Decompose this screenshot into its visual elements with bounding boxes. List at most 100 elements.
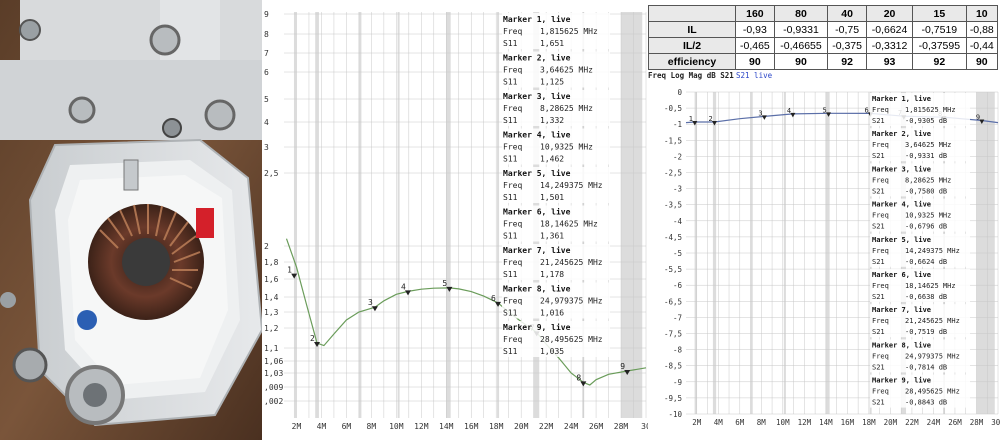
marker-readout-title: Marker 2, live: [503, 53, 571, 63]
marker-readout-value: -0,7580 dB: [905, 187, 947, 195]
marker-readout-title: Marker 9, live: [872, 377, 931, 385]
marker-readout-bg: [870, 269, 970, 302]
x-tick-label: 16M: [841, 418, 855, 427]
marker-readout-freq-label: Freq: [872, 282, 889, 290]
y-tick-label: -8,5: [664, 362, 682, 371]
marker-label: 3: [368, 298, 373, 307]
table-cell: 90: [735, 53, 775, 70]
table-cell: 90: [965, 53, 999, 70]
marker-readout-freq: 24,979375 MHz: [905, 352, 960, 360]
x-tick-label: 18M: [862, 418, 876, 427]
table-cell: -0,7519: [912, 21, 967, 38]
marker-label: 5: [823, 106, 827, 114]
marker-triangle: [790, 112, 796, 118]
marker-readout-bg: [870, 198, 970, 232]
table-row: IL -0,93 -0,9331 -0,75 -0,6624 -0,7519 -…: [648, 21, 999, 38]
band-highlight: [621, 12, 643, 418]
efficiency-table: 160 80 40 20 15 10 IL -0,93 -0,9331 -0,7…: [648, 5, 999, 70]
y-tick-label: 1,06: [264, 357, 283, 366]
y-tick-label: 1,8: [264, 258, 279, 267]
marker-label: 2: [708, 115, 712, 123]
marker-readout-bg: [870, 233, 970, 267]
marker-readout-freq-label: Freq: [503, 104, 522, 113]
x-tick-label: 2M: [292, 422, 302, 431]
marker-readout-freq: 3,64625 MHz: [540, 66, 593, 75]
marker-readout-freq: 1,815625 MHz: [905, 106, 956, 114]
marker-readout-param-label: S11: [503, 347, 518, 356]
y-tick-label: -3: [673, 185, 682, 194]
y-tick-label: -4: [673, 217, 683, 226]
marker-triangle: [446, 286, 453, 292]
marker-label: 5: [442, 279, 447, 288]
x-tick-label: 28M: [614, 422, 629, 431]
marker-readout-freq-label: Freq: [503, 181, 522, 190]
x-tick-label: 14M: [439, 422, 454, 431]
y-tick-label: -5: [673, 249, 682, 258]
marker-readout-param-label: S11: [503, 155, 518, 164]
marker-triangle: [624, 370, 631, 375]
table-cell: 92: [912, 53, 967, 70]
marker-readout-freq: 14,249375 MHz: [540, 181, 603, 190]
column-header: 80: [773, 5, 829, 22]
marker-readout-param-label: S11: [503, 116, 518, 125]
marker-readout-freq: 21,245625 MHz: [540, 258, 603, 267]
marker-readout-value: -0,8843 dB: [905, 399, 947, 407]
marker-readout-freq-label: Freq: [503, 297, 522, 306]
x-tick-label: 20M: [884, 418, 898, 427]
marker-readout-title: Marker 5, live: [503, 168, 571, 178]
y-tick-label: 0: [677, 88, 682, 97]
x-tick-label: 4M: [317, 422, 327, 431]
marker-label: 2: [310, 334, 315, 343]
marker-readout-freq-label: Freq: [872, 317, 889, 325]
marker-readout-bg: [502, 205, 610, 242]
table-cell: -0,9331: [773, 21, 829, 38]
marker-readout-freq: 8,28625 MHz: [540, 104, 593, 113]
x-tick-label: 6M: [735, 418, 745, 427]
marker-readout-param-label: S11: [503, 39, 518, 48]
marker-readout-bg: [870, 304, 970, 338]
table-corner-cell: [648, 5, 736, 22]
marker-readout-value: -0,6796 dB: [905, 223, 947, 231]
marker-triangle: [291, 273, 298, 279]
y-tick-label: -3,5: [664, 201, 682, 210]
x-tick-label: 26M: [948, 418, 962, 427]
band-highlight: [315, 12, 319, 418]
marker-label: 4: [401, 282, 406, 291]
marker-label: 9: [620, 362, 625, 371]
marker-readout-freq: 28,495625 MHz: [540, 335, 603, 344]
marker-readout-value: 1,178: [540, 270, 564, 279]
x-tick-label: 14M: [819, 418, 833, 427]
marker-readout-freq-label: Freq: [872, 352, 889, 360]
marker-readout-freq: 18,14625 MHz: [905, 282, 956, 290]
column-header: 160: [735, 5, 775, 22]
balun-photo-drawing: [0, 0, 262, 440]
y-tick-label: -0,5: [664, 104, 682, 113]
x-tick-label: 24M: [564, 422, 579, 431]
marker-triangle: [495, 301, 502, 307]
marker-label: 3: [758, 109, 762, 117]
y-tick-label: 1,6: [264, 275, 279, 284]
y-tick-label: -8: [673, 346, 683, 355]
band-highlight: [293, 12, 297, 418]
marker-readout-bg: [870, 374, 970, 408]
s21-chart: Freq Log Mag dB S21 S21 live 0 -0,5 -1 -1,5…: [648, 71, 1000, 427]
row-label: IL/2: [648, 37, 736, 54]
marker-readout-value: -0,6638 dB: [905, 293, 947, 301]
column-header: 40: [827, 5, 867, 22]
y-tick-label: 7: [264, 49, 269, 58]
marker-readout-title: Marker 7, live: [872, 306, 931, 314]
column-header: 20: [865, 5, 914, 22]
table-cell: -0,75: [827, 21, 867, 38]
s11-chart: 9 8 7 6 5 4 3 2,5 2 1,8 1,6 1,4 1,3 1,2 1,1 1,06 1,03 ,00…: [264, 10, 651, 431]
y-tick-label: 2,5: [264, 169, 279, 178]
y-tick-label: 2: [264, 242, 269, 251]
marker-readout-param-label: S21: [872, 258, 885, 266]
x-tick-label: 22M: [905, 418, 919, 427]
marker-triangle: [761, 115, 767, 120]
band-highlight: [497, 12, 500, 418]
marker-readout-bg: [502, 282, 610, 319]
x-tick-label: 20M: [514, 422, 529, 431]
marker-readout-bg: [870, 128, 970, 162]
marker-triangle: [404, 290, 411, 296]
y-tick-label: 3: [264, 143, 269, 152]
